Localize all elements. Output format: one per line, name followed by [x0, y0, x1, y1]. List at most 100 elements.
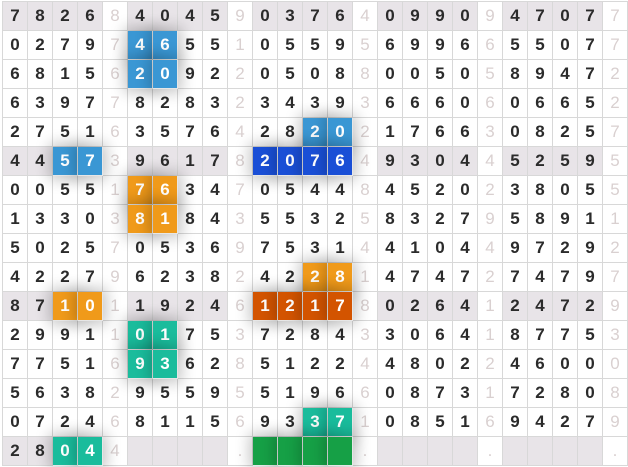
grid-cell[interactable]: 6: [203, 234, 228, 263]
highlighted-cell[interactable]: [328, 437, 353, 466]
grid-cell[interactable]: 5: [178, 31, 203, 60]
highlighted-cell[interactable]: 2: [278, 292, 303, 321]
grid-cell[interactable]: 4: [328, 176, 353, 205]
grid-cell[interactable]: [378, 437, 403, 466]
grid-cell[interactable]: 8: [128, 408, 153, 437]
grid-cell[interactable]: 8: [178, 205, 203, 234]
grid-cell[interactable]: 0: [253, 176, 278, 205]
highlighted-cell[interactable]: [253, 437, 278, 466]
grid-cell[interactable]: 1: [453, 408, 478, 437]
grid-cell[interactable]: 6: [403, 89, 428, 118]
grid-cell[interactable]: 0: [503, 89, 528, 118]
grid-cell[interactable]: 4: [428, 263, 453, 292]
grid-cell[interactable]: 3: [378, 321, 403, 350]
grid-cell[interactable]: 2: [203, 60, 228, 89]
grid-cell[interactable]: 3: [278, 408, 303, 437]
grid-cell[interactable]: 4: [378, 176, 403, 205]
grid-cell[interactable]: 8: [203, 263, 228, 292]
grid-cell[interactable]: 7: [178, 118, 203, 147]
grid-cell[interactable]: 0: [428, 234, 453, 263]
grid-cell[interactable]: 8: [328, 60, 353, 89]
grid-cell[interactable]: 7: [503, 263, 528, 292]
grid-cell[interactable]: 5: [3, 379, 28, 408]
highlighted-cell[interactable]: 7: [303, 147, 328, 176]
grid-cell[interactable]: 1: [378, 118, 403, 147]
grid-cell[interactable]: 5: [278, 205, 303, 234]
highlighted-cell[interactable]: 1: [153, 321, 178, 350]
grid-cell[interactable]: 6: [378, 31, 403, 60]
grid-cell[interactable]: 6: [328, 2, 353, 31]
grid-cell[interactable]: 2: [428, 176, 453, 205]
grid-cell[interactable]: 8: [528, 118, 553, 147]
grid-cell[interactable]: 0: [378, 60, 403, 89]
grid-cell[interactable]: 9: [378, 147, 403, 176]
grid-cell[interactable]: 4: [203, 176, 228, 205]
grid-cell[interactable]: 1: [328, 234, 353, 263]
grid-cell[interactable]: 1: [53, 60, 78, 89]
grid-cell[interactable]: 2: [3, 437, 28, 466]
grid-cell[interactable]: 3: [28, 89, 53, 118]
grid-cell[interactable]: [203, 437, 228, 466]
grid-cell[interactable]: 0: [3, 408, 28, 437]
grid-cell[interactable]: 2: [553, 408, 578, 437]
grid-cell[interactable]: 1: [578, 205, 603, 234]
grid-cell[interactable]: 4: [278, 89, 303, 118]
grid-cell[interactable]: 4: [128, 2, 153, 31]
highlighted-cell[interactable]: 4: [78, 437, 103, 466]
grid-cell[interactable]: 0: [428, 350, 453, 379]
grid-cell[interactable]: 9: [578, 234, 603, 263]
grid-cell[interactable]: 8: [403, 379, 428, 408]
grid-cell[interactable]: 2: [3, 118, 28, 147]
grid-cell[interactable]: 7: [28, 350, 53, 379]
highlighted-cell[interactable]: 5: [53, 147, 78, 176]
grid-cell[interactable]: 4: [553, 60, 578, 89]
grid-cell[interactable]: [553, 437, 578, 466]
grid-cell[interactable]: 0: [378, 2, 403, 31]
grid-cell[interactable]: [453, 437, 478, 466]
highlighted-cell[interactable]: 0: [128, 321, 153, 350]
highlighted-cell[interactable]: 0: [278, 147, 303, 176]
grid-cell[interactable]: 3: [203, 89, 228, 118]
grid-cell[interactable]: 8: [503, 60, 528, 89]
grid-cell[interactable]: 8: [78, 379, 103, 408]
grid-cell[interactable]: 3: [303, 89, 328, 118]
grid-cell[interactable]: 4: [253, 263, 278, 292]
grid-cell[interactable]: 2: [203, 350, 228, 379]
grid-cell[interactable]: 8: [3, 292, 28, 321]
grid-cell[interactable]: 3: [303, 234, 328, 263]
grid-cell[interactable]: 1: [153, 408, 178, 437]
grid-cell[interactable]: 2: [3, 321, 28, 350]
grid-cell[interactable]: 5: [203, 321, 228, 350]
grid-cell[interactable]: 1: [403, 234, 428, 263]
grid-cell[interactable]: 0: [78, 205, 103, 234]
grid-cell[interactable]: 5: [53, 350, 78, 379]
grid-cell[interactable]: 2: [278, 263, 303, 292]
grid-cell[interactable]: 7: [403, 263, 428, 292]
grid-cell[interactable]: 9: [78, 31, 103, 60]
grid-cell[interactable]: 9: [53, 321, 78, 350]
grid-cell[interactable]: 8: [503, 321, 528, 350]
grid-cell[interactable]: 8: [128, 89, 153, 118]
grid-cell[interactable]: 7: [53, 31, 78, 60]
grid-cell[interactable]: [503, 437, 528, 466]
grid-cell[interactable]: 2: [503, 292, 528, 321]
grid-cell[interactable]: 8: [28, 437, 53, 466]
highlighted-cell[interactable]: 2: [253, 147, 278, 176]
grid-cell[interactable]: 6: [428, 321, 453, 350]
grid-cell[interactable]: 5: [428, 60, 453, 89]
grid-cell[interactable]: 0: [553, 2, 578, 31]
grid-cell[interactable]: 5: [153, 118, 178, 147]
highlighted-cell[interactable]: 3: [153, 350, 178, 379]
grid-cell[interactable]: 2: [553, 234, 578, 263]
highlighted-cell[interactable]: 1: [303, 292, 328, 321]
grid-cell[interactable]: 9: [328, 89, 353, 118]
grid-cell[interactable]: 2: [453, 350, 478, 379]
highlighted-cell[interactable]: 2: [128, 60, 153, 89]
highlighted-cell[interactable]: 1: [153, 205, 178, 234]
grid-cell[interactable]: 5: [253, 379, 278, 408]
highlighted-cell[interactable]: 3: [303, 408, 328, 437]
grid-cell[interactable]: 5: [53, 176, 78, 205]
grid-cell[interactable]: 7: [453, 263, 478, 292]
highlighted-cell[interactable]: 7: [328, 408, 353, 437]
grid-cell[interactable]: 4: [178, 2, 203, 31]
